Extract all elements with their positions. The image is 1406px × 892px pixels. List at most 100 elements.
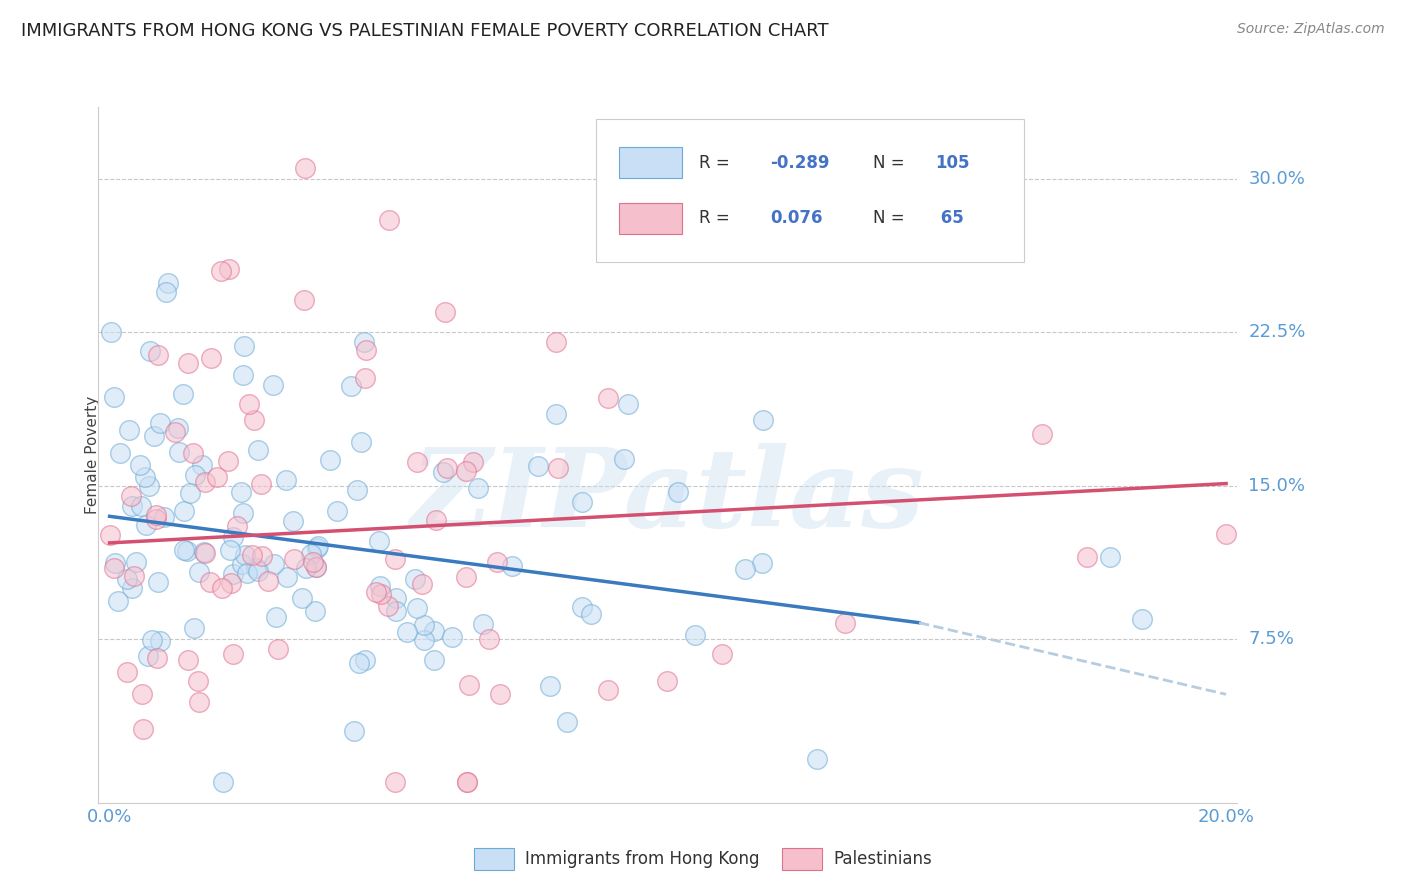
Point <box>194 546 217 560</box>
Point <box>283 551 305 566</box>
FancyBboxPatch shape <box>619 147 682 178</box>
Point <box>166 421 188 435</box>
Point <box>107 594 129 608</box>
Text: N =: N = <box>873 153 910 171</box>
Point <box>104 556 127 570</box>
Point <box>751 412 773 426</box>
Point <box>247 564 270 578</box>
Point <box>1076 550 1098 565</box>
Text: 105: 105 <box>935 153 970 171</box>
Point <box>187 695 209 709</box>
Point <box>304 603 326 617</box>
Point <box>1098 550 1121 565</box>
Point <box>191 458 214 473</box>
Point <box>370 587 392 601</box>
Point <box>423 653 446 667</box>
Point <box>250 549 273 563</box>
Point <box>353 335 375 350</box>
Point <box>596 682 619 697</box>
Point <box>276 474 298 488</box>
Point <box>131 499 153 513</box>
Point <box>655 673 678 688</box>
Point <box>238 397 260 411</box>
Point <box>384 775 406 789</box>
Point <box>103 391 125 405</box>
Point <box>145 508 167 523</box>
Point <box>122 569 145 583</box>
Point <box>222 567 245 582</box>
Point <box>354 653 377 667</box>
Point <box>406 600 429 615</box>
Point <box>136 648 159 663</box>
Point <box>436 461 458 475</box>
Text: N =: N = <box>873 210 910 227</box>
Point <box>547 461 569 475</box>
Point <box>546 335 568 350</box>
Point <box>456 570 478 584</box>
Point <box>118 423 141 437</box>
Point <box>347 656 370 670</box>
Point <box>146 574 169 589</box>
Point <box>217 453 239 467</box>
Point <box>354 370 377 384</box>
Point <box>176 653 198 667</box>
Point <box>121 582 143 596</box>
Point <box>292 293 315 308</box>
Point <box>350 435 373 450</box>
Point <box>233 548 256 562</box>
Point <box>100 326 122 340</box>
Point <box>149 634 172 648</box>
Text: IMMIGRANTS FROM HONG KONG VS PALESTINIAN FEMALE POVERTY CORRELATION CHART: IMMIGRANTS FROM HONG KONG VS PALESTINIAN… <box>21 22 828 40</box>
Point <box>501 559 523 574</box>
Point <box>176 544 198 558</box>
FancyBboxPatch shape <box>619 202 682 234</box>
Point <box>368 579 391 593</box>
Point <box>299 547 322 561</box>
Point <box>226 519 249 533</box>
Point <box>155 285 177 299</box>
Point <box>165 425 187 440</box>
Point <box>233 338 256 352</box>
Point <box>571 600 593 615</box>
Point <box>425 513 447 527</box>
Point <box>571 494 593 508</box>
Point <box>120 489 142 503</box>
Point <box>305 560 328 574</box>
Point <box>115 573 138 587</box>
Point <box>211 775 233 789</box>
Point <box>121 499 143 513</box>
Y-axis label: Female Poverty: Female Poverty <box>86 396 100 514</box>
Point <box>276 570 298 584</box>
Point <box>128 458 150 472</box>
Point <box>384 591 406 606</box>
Point <box>232 368 254 383</box>
Point <box>472 617 495 632</box>
Point <box>172 386 194 401</box>
Text: R =: R = <box>699 153 734 171</box>
Point <box>143 428 166 442</box>
Point <box>173 543 195 558</box>
Point <box>527 459 550 474</box>
Point <box>433 304 456 318</box>
Text: 0.076: 0.076 <box>770 210 823 227</box>
Point <box>366 585 388 599</box>
Point <box>544 407 567 421</box>
Point <box>242 413 264 427</box>
Point <box>103 560 125 574</box>
Point <box>177 356 200 370</box>
Point <box>454 464 477 478</box>
Point <box>219 576 242 591</box>
Text: 65: 65 <box>935 210 965 227</box>
Point <box>211 582 233 596</box>
Point <box>232 506 254 520</box>
Point <box>596 391 619 405</box>
FancyBboxPatch shape <box>782 848 821 871</box>
Text: Immigrants from Hong Kong: Immigrants from Hong Kong <box>526 850 761 868</box>
Point <box>413 633 436 648</box>
Point <box>346 483 368 497</box>
Point <box>456 775 478 789</box>
Point <box>489 687 512 701</box>
Point <box>200 574 222 589</box>
Point <box>396 625 419 640</box>
Point <box>267 642 290 657</box>
